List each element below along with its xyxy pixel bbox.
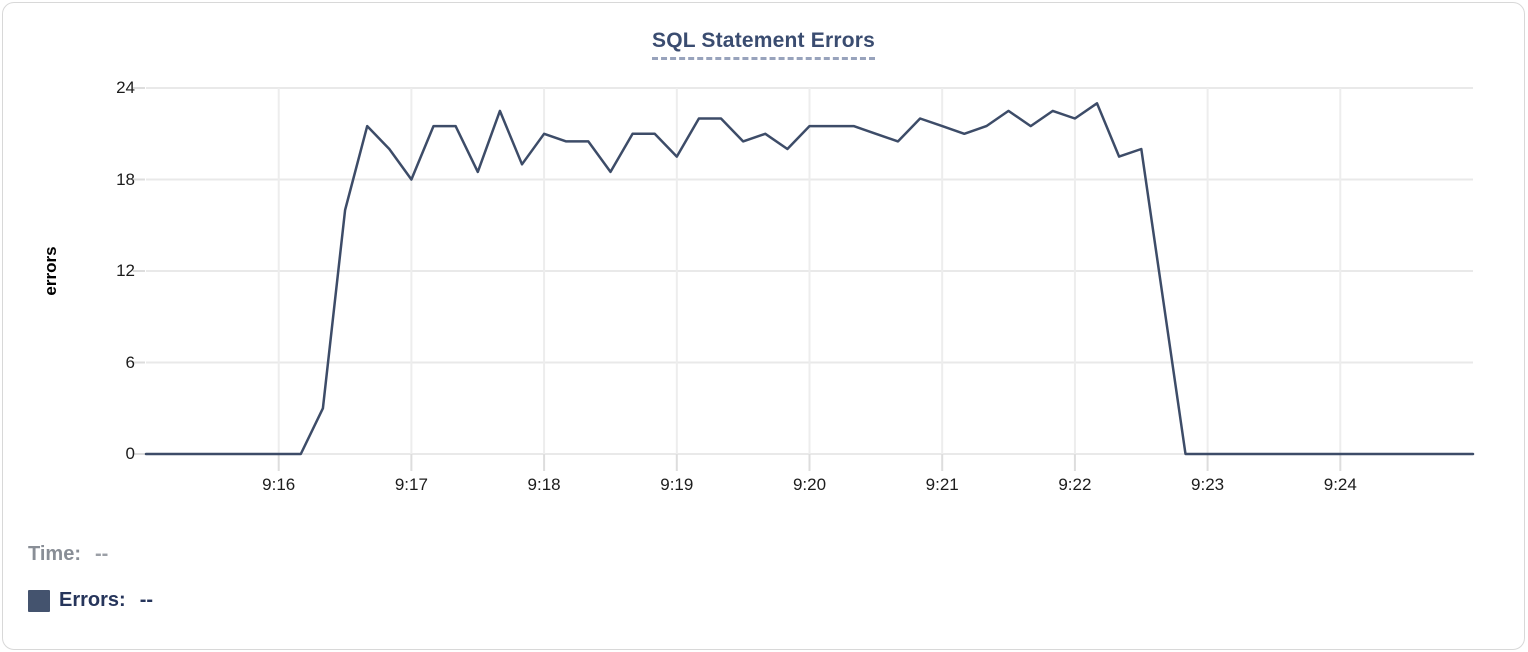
time-value: -- bbox=[94, 543, 109, 565]
y-tick-label: 0 bbox=[125, 444, 135, 463]
chart-title[interactable]: SQL Statement Errors bbox=[651, 29, 875, 60]
x-tick-label: 9:20 bbox=[792, 475, 827, 494]
legend-row-time: Time: -- bbox=[28, 543, 108, 566]
legend-row-errors[interactable]: Errors: -- bbox=[28, 589, 153, 612]
x-tick-label: 9:24 bbox=[1323, 475, 1357, 494]
y-tick-label: 6 bbox=[125, 352, 135, 372]
x-tick-label: 9:21 bbox=[925, 475, 959, 494]
errors-value: -- bbox=[139, 589, 154, 611]
chart-plot-area[interactable] bbox=[3, 3, 1528, 652]
y-tick-label: 12 bbox=[116, 261, 135, 280]
chart-header: SQL Statement Errors bbox=[3, 29, 1524, 60]
errors-label: Errors: bbox=[59, 589, 126, 611]
x-tick-label: 9:23 bbox=[1191, 475, 1225, 494]
y-tick-label: 18 bbox=[116, 169, 135, 189]
x-tick-label: 9:16 bbox=[262, 475, 296, 494]
y-tick-label: 24 bbox=[116, 78, 135, 97]
errors-swatch-icon bbox=[28, 589, 50, 612]
time-label: Time: bbox=[28, 543, 81, 565]
x-tick-label: 9:18 bbox=[527, 475, 561, 494]
series-line-errors bbox=[144, 102, 1475, 456]
y-axis-title: errors bbox=[41, 246, 60, 296]
x-tick-label: 9:22 bbox=[1058, 475, 1092, 494]
x-tick-label: 9:19 bbox=[660, 475, 694, 494]
x-tick-label: 9:17 bbox=[394, 475, 428, 494]
